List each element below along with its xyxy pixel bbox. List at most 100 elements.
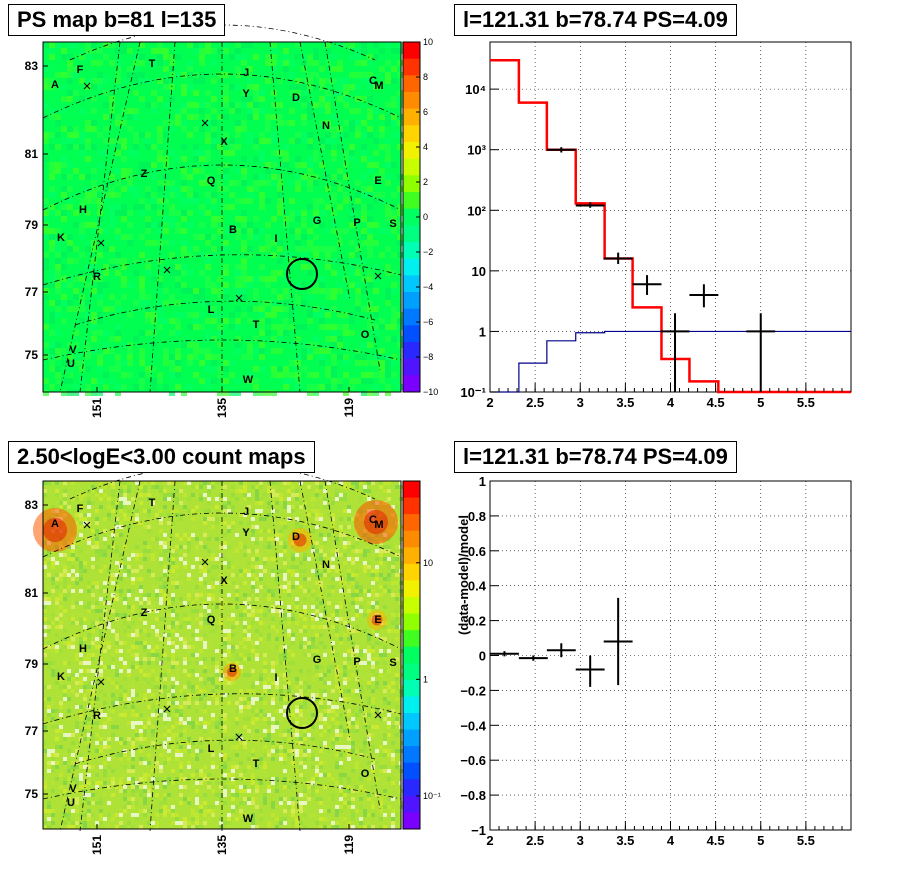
noise-cell <box>271 180 277 186</box>
noise-cell <box>303 521 307 525</box>
noise-cell <box>61 300 67 306</box>
noise-cell <box>119 525 123 529</box>
noise-cell <box>139 745 143 749</box>
noise-cell <box>367 342 373 348</box>
noise-cell <box>151 781 155 785</box>
noise-cell <box>387 573 391 577</box>
noise-cell <box>191 493 195 497</box>
noise-cell <box>127 186 133 192</box>
noise-cell <box>295 749 299 753</box>
noise-cell <box>259 633 263 637</box>
noise-cell <box>167 513 171 517</box>
noise-cell <box>243 549 247 553</box>
noise-cell <box>227 757 231 761</box>
noise-cell <box>271 312 277 318</box>
noise-cell <box>147 793 151 797</box>
noise-cell <box>55 240 61 246</box>
noise-cell <box>191 809 195 813</box>
noise-cell <box>255 509 259 513</box>
noise-cell <box>283 661 287 665</box>
noise-cell <box>195 721 199 725</box>
noise-cell <box>303 729 307 733</box>
noise-cell <box>339 581 343 585</box>
noise-cell <box>139 282 145 288</box>
noise-cell <box>331 126 337 132</box>
noise-cell <box>385 102 391 108</box>
noise-cell <box>205 102 211 108</box>
noise-cell <box>287 497 291 501</box>
noise-cell <box>383 669 387 673</box>
noise-cell <box>155 745 159 749</box>
noise-cell <box>379 481 383 485</box>
noise-cell <box>295 505 299 509</box>
noise-cell <box>75 801 79 805</box>
noise-cell <box>311 617 315 621</box>
noise-cell <box>167 689 171 693</box>
noise-cell <box>247 66 253 72</box>
noise-cell <box>259 174 265 180</box>
noise-cell <box>143 525 147 529</box>
noise-cell <box>363 721 367 725</box>
noise-cell <box>193 156 199 162</box>
noise-cell <box>291 517 295 521</box>
noise-cell <box>217 330 223 336</box>
noise-cell <box>267 485 271 489</box>
noise-cell <box>319 573 323 577</box>
noise-cell <box>187 637 191 641</box>
noise-cell <box>397 114 403 120</box>
noise-cell <box>255 681 259 685</box>
noise-cell <box>277 294 283 300</box>
noise-cell <box>85 54 91 60</box>
noise-cell <box>315 517 319 521</box>
noise-cell <box>171 601 175 605</box>
noise-cell <box>319 705 323 709</box>
noise-cell <box>95 509 99 513</box>
noise-cell <box>135 713 139 717</box>
noise-cell <box>91 348 97 354</box>
noise-cell <box>119 489 123 493</box>
noise-cell <box>231 649 235 653</box>
noise-cell <box>115 597 119 601</box>
source-label: M <box>374 80 383 92</box>
noise-cell <box>43 78 49 84</box>
noise-cell <box>291 601 295 605</box>
noise-cell <box>193 372 199 378</box>
noise-cell <box>263 657 267 661</box>
noise-cell <box>313 48 319 54</box>
noise-cell <box>49 318 55 324</box>
noise-cell <box>247 717 251 721</box>
noise-cell <box>127 210 133 216</box>
noise-cell <box>55 348 61 354</box>
noise-cell <box>243 665 247 669</box>
noise-cell <box>347 585 351 589</box>
source-cross-marker <box>83 82 91 90</box>
noise-cell <box>205 210 211 216</box>
noise-cell <box>255 577 259 581</box>
noise-cell <box>367 156 373 162</box>
noise-cell <box>243 785 247 789</box>
noise-cell <box>241 210 247 216</box>
noise-cell <box>229 138 235 144</box>
noise-cell <box>235 306 241 312</box>
noise-cell <box>385 120 391 126</box>
noise-cell <box>181 264 187 270</box>
noise-cell <box>123 485 127 489</box>
noise-cell <box>111 501 115 505</box>
noise-cell <box>151 240 157 246</box>
noise-cell <box>195 749 199 753</box>
noise-cell <box>283 649 287 653</box>
noise-cell <box>301 324 307 330</box>
noise-cell <box>123 785 127 789</box>
noise-cell <box>49 312 55 318</box>
noise-cell <box>295 721 299 725</box>
noise-cell <box>253 156 259 162</box>
noise-cell <box>91 378 97 384</box>
noise-cell <box>379 753 383 757</box>
noise-cell <box>235 72 241 78</box>
noise-cell <box>337 258 343 264</box>
noise-cell <box>115 84 121 90</box>
noise-cell <box>127 360 133 366</box>
noise-cell <box>171 733 175 737</box>
noise-cell <box>193 342 199 348</box>
noise-cell <box>347 525 351 529</box>
